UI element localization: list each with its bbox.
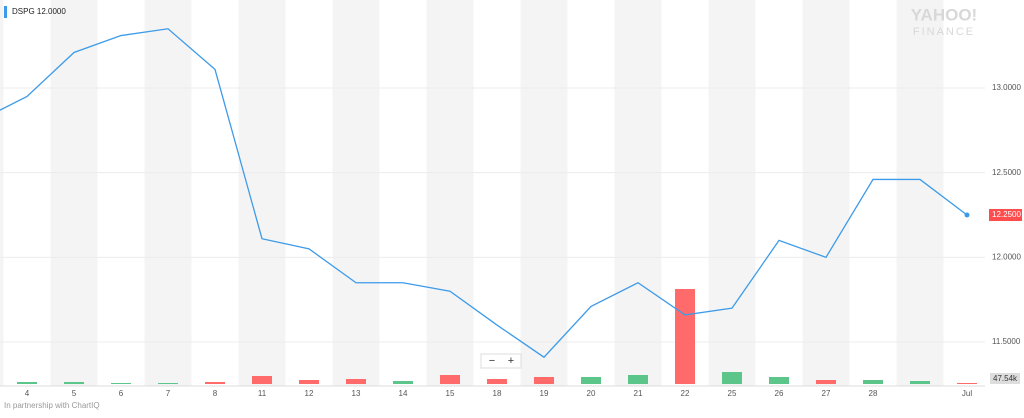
y-tick-label: 12.5000 — [992, 168, 1021, 177]
volume-bar — [252, 376, 272, 384]
x-tick-label: 28 — [869, 389, 878, 398]
volume-bar — [393, 381, 413, 384]
volume-bar — [534, 377, 554, 384]
zoom-out[interactable]: − — [489, 355, 495, 367]
x-tick-label: 25 — [728, 389, 737, 398]
x-tick-label: 5 — [72, 389, 77, 398]
legend: DSPG 12.0000 — [12, 7, 66, 16]
x-tick-label: 22 — [681, 389, 690, 398]
volume-bar — [158, 383, 178, 384]
column-shade — [896, 0, 944, 386]
x-tick-label: 19 — [540, 389, 549, 398]
x-tick-label: 6 — [119, 389, 124, 398]
volume-bar — [581, 377, 601, 384]
legend-swatch — [4, 6, 7, 18]
price-label: 12.2500 — [992, 210, 1021, 219]
x-tick-label: 11 — [258, 389, 267, 398]
last-point — [964, 212, 970, 218]
column-shade — [614, 0, 662, 386]
column-shade — [144, 0, 192, 386]
column-shade — [0, 0, 4, 386]
x-tick-label: 21 — [634, 389, 643, 398]
y-tick-label: 11.5000 — [992, 337, 1021, 346]
zoom-in[interactable]: + — [508, 355, 514, 367]
column-shade — [520, 0, 568, 386]
x-tick-label: 4 — [25, 389, 30, 398]
volume-bar — [487, 379, 507, 384]
price-line — [0, 28, 968, 359]
x-tick-label: 8 — [213, 389, 218, 398]
column-shade — [802, 0, 850, 386]
volume-label: 47.54k — [993, 374, 1018, 383]
volume-bar — [816, 380, 836, 384]
volume-bar — [111, 383, 131, 384]
column-shade — [50, 0, 98, 386]
column-shade — [426, 0, 474, 386]
y-tick-label: 13.0000 — [992, 83, 1021, 92]
y-tick-label: 12.0000 — [992, 252, 1021, 261]
watermark: YAHOO! — [911, 5, 977, 24]
volume-bar — [675, 289, 695, 384]
volume-bar — [910, 381, 930, 384]
footer: In partnership with ChartIQ — [4, 401, 100, 410]
watermark: FINANCE — [913, 26, 975, 38]
volume-bar — [863, 380, 883, 384]
volume-bar — [722, 372, 742, 384]
x-tick-label: 7 — [166, 389, 171, 398]
volume-bar — [346, 379, 366, 384]
x-tick-label: 27 — [822, 389, 831, 398]
x-tick-label: 14 — [399, 389, 408, 398]
x-tick-label: 18 — [493, 389, 502, 398]
x-tick-label: 12 — [305, 389, 314, 398]
volume-bar — [628, 375, 648, 384]
volume-bar — [440, 375, 460, 384]
x-tick-label: 26 — [775, 389, 784, 398]
volume-label-box — [990, 373, 1020, 384]
volume-bar — [205, 382, 225, 384]
column-shade — [332, 0, 380, 386]
volume-bar — [299, 380, 319, 384]
volume-bar — [64, 382, 84, 384]
volume-bar — [769, 377, 789, 384]
volume-bar — [957, 383, 977, 384]
price-label-box — [989, 209, 1022, 222]
x-tick-label: Jul — [962, 389, 972, 398]
column-shade — [708, 0, 756, 386]
x-tick-label: 13 — [352, 389, 361, 398]
x-tick-label: 15 — [446, 389, 455, 398]
zoom-control — [480, 353, 522, 369]
volume-bar — [17, 382, 37, 384]
column-shade — [238, 0, 286, 386]
x-tick-label: 20 — [587, 389, 596, 398]
